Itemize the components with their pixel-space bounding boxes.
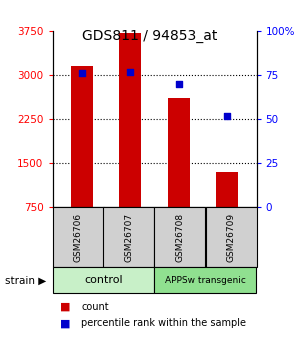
Bar: [168, 99, 190, 251]
Text: strain ▶: strain ▶: [5, 275, 46, 285]
Point: [176, 81, 181, 87]
Text: GSM26706: GSM26706: [74, 213, 82, 262]
Bar: [119, 33, 141, 251]
Point: [128, 69, 133, 74]
Text: percentile rank within the sample: percentile rank within the sample: [81, 318, 246, 328]
Text: ■: ■: [60, 302, 70, 312]
Text: APPSw transgenic: APPSw transgenic: [165, 276, 246, 285]
Text: ■: ■: [60, 318, 70, 328]
Point: [79, 70, 84, 76]
Text: GDS811 / 94853_at: GDS811 / 94853_at: [82, 29, 218, 43]
Text: GSM26707: GSM26707: [124, 213, 134, 262]
Point: [225, 113, 230, 118]
Text: GSM26709: GSM26709: [226, 213, 236, 262]
Text: count: count: [81, 302, 109, 312]
Bar: [71, 66, 93, 251]
Bar: [216, 172, 238, 251]
Text: GSM26708: GSM26708: [176, 213, 184, 262]
Text: control: control: [84, 275, 123, 285]
